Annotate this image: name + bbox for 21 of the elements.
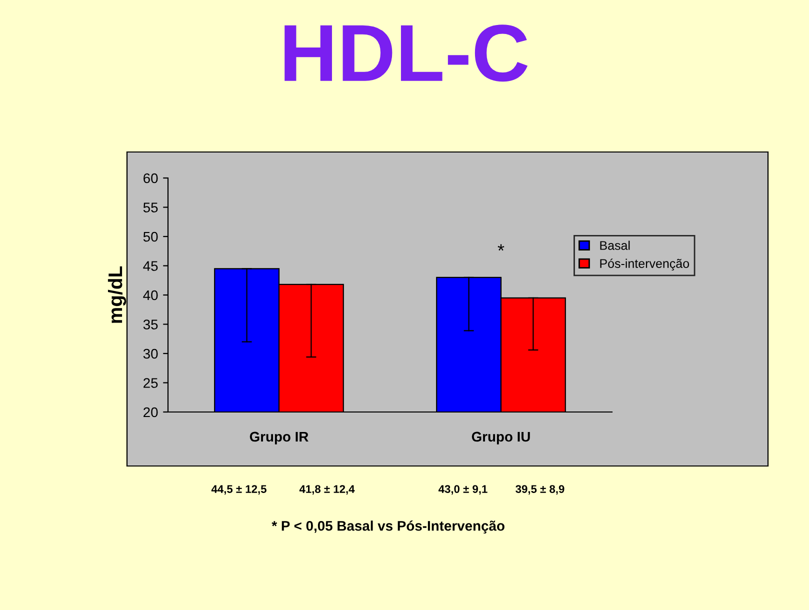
text: * P < 0,05 Basal vs Pós-Intervenção: [272, 520, 504, 534]
y-tick-label: 30: [143, 348, 158, 359]
y-tick-label: 50: [143, 232, 158, 242]
chart-title: HDL-C: [284, 24, 528, 82]
y-tick-label: 25: [144, 378, 158, 388]
text: 39,5 ± 8,9: [516, 485, 564, 495]
x-tick-label: Grupo IR: [250, 432, 308, 444]
text: 44,5 ± 12,5: [211, 485, 266, 495]
text: 43,0 ± 9,1: [438, 485, 488, 495]
text: 41,8 ± 12,4: [299, 485, 355, 495]
legend-label: Pós-intervenção: [600, 258, 690, 270]
legend-label: Basal: [600, 240, 630, 250]
y-tick-label: 35: [143, 320, 158, 330]
y-tick-label: 55: [143, 202, 158, 212]
y-tick-label: 40: [143, 290, 158, 300]
y-tick-label: 20: [144, 407, 158, 418]
y-tick-label: 60: [144, 173, 158, 184]
y-tick-label: 45: [143, 261, 158, 271]
y-axis-title: mg/dL: [108, 266, 126, 323]
annotation: *: [498, 244, 504, 251]
x-tick-label: Grupo IU: [472, 432, 530, 444]
